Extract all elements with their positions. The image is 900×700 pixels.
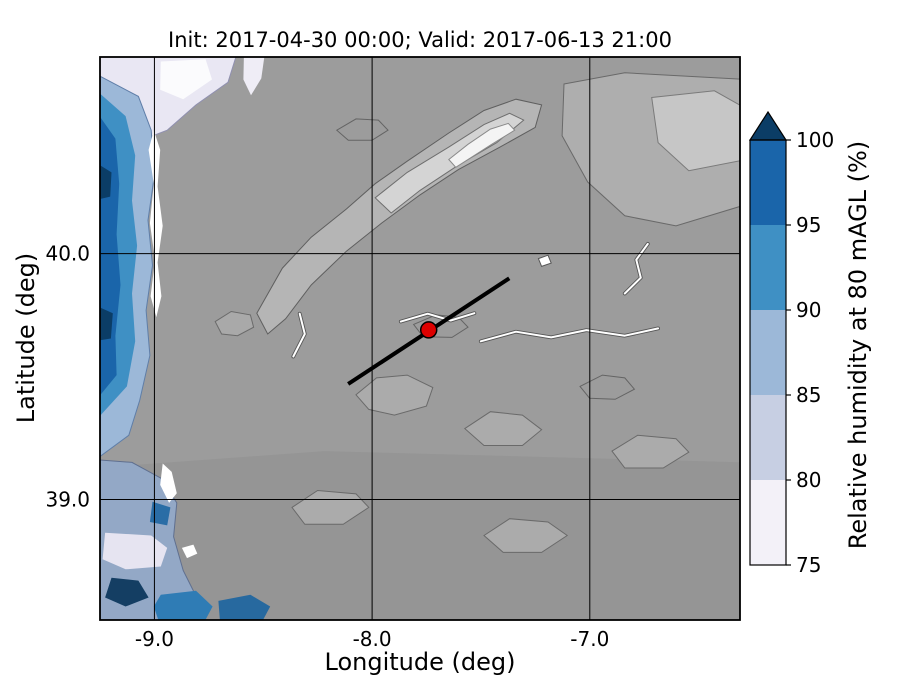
svg-text:75: 75: [796, 553, 821, 577]
axis-tick-labels: -9.0 -8.0 -7.0 40.0 39.0: [45, 242, 609, 651]
svg-text:80: 80: [796, 468, 821, 492]
svg-text:-9.0: -9.0: [135, 627, 174, 651]
svg-text:100: 100: [796, 128, 834, 152]
station-marker: [419, 321, 438, 339]
svg-text:95: 95: [796, 213, 821, 237]
svg-text:40.0: 40.0: [45, 242, 90, 266]
map-layer: [100, 57, 740, 620]
svg-text:39.0: 39.0: [45, 488, 90, 512]
svg-text:-8.0: -8.0: [353, 627, 392, 651]
x-axis-label: Longitude (deg): [324, 648, 516, 676]
grid-lines: [100, 57, 740, 620]
svg-text:85: 85: [796, 383, 821, 407]
y-axis-label: Latitude (deg): [12, 252, 40, 424]
colorbar-extend-arrow: [748, 110, 788, 141]
plot-frame: [99, 56, 741, 621]
colorbar-label: Relative humidity at 80 mAGL (%): [844, 140, 872, 550]
plot-title: Init: 2017-04-30 00:00; Valid: 2017-06-1…: [168, 28, 672, 52]
svg-text:-7.0: -7.0: [570, 627, 609, 651]
svg-text:90: 90: [796, 298, 821, 322]
colorbar: 100 95 90 85 80 75: [748, 110, 834, 577]
